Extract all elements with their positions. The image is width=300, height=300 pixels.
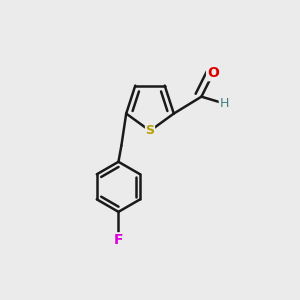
- Text: O: O: [207, 66, 219, 80]
- Text: H: H: [219, 97, 229, 110]
- Text: F: F: [114, 233, 123, 247]
- Text: S: S: [146, 124, 154, 137]
